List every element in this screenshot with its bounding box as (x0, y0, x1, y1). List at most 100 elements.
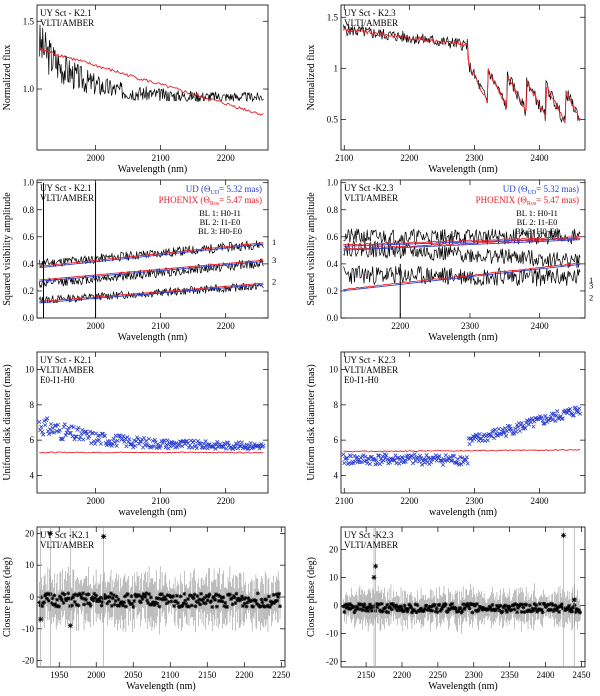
x-tick-label: 2250 (429, 670, 448, 680)
data-point (342, 610, 347, 615)
data-point (467, 606, 472, 611)
data-point (255, 591, 260, 596)
data-point (383, 605, 388, 610)
data-point (169, 599, 174, 604)
plot-frame (36, 351, 269, 494)
outlier-point (372, 563, 378, 569)
y-tick-label: 8 (30, 400, 35, 410)
data-point (473, 608, 478, 613)
chart-cp-k21: 1950 2000 2050 2100 2150 2200 2250 -20 -10 0 10 20 W… (2, 526, 291, 692)
data-point (533, 606, 538, 611)
data-point (72, 599, 77, 604)
data-point (477, 431, 482, 437)
data-point (353, 608, 358, 613)
data-point (72, 437, 77, 442)
legend-entry: UD (ΘUD= 5.32 mas) (186, 184, 262, 196)
data-point (261, 443, 266, 448)
data-point (87, 434, 92, 439)
data-point (59, 598, 64, 603)
data-point (149, 602, 154, 607)
data-point (520, 602, 525, 607)
data-point (554, 607, 559, 612)
data-point (521, 605, 526, 610)
curve-label: 3 (589, 281, 593, 291)
data-point (145, 443, 151, 448)
data-point (398, 459, 404, 464)
data-point (133, 443, 138, 448)
data-point (152, 437, 157, 442)
x-tick-label: 2150 (198, 670, 217, 680)
data-point (57, 428, 62, 433)
x-axis-label: Wavelength (nm) (118, 164, 187, 175)
data-point (116, 597, 121, 602)
data-point (166, 599, 171, 604)
data-point (571, 413, 576, 418)
panel-title: UY Sct -K2.3 (344, 530, 394, 540)
data-point (485, 438, 490, 443)
y-tick-label: -20 (22, 656, 34, 666)
data-point (136, 593, 141, 598)
data-point (176, 604, 181, 609)
data-point (77, 437, 82, 442)
data-point (82, 602, 87, 607)
data-point (367, 602, 372, 607)
y-tick-label: 0.6 (23, 232, 35, 242)
data-point (437, 602, 442, 607)
data-point (71, 593, 76, 598)
data-point (509, 607, 514, 612)
y-tick-label: 4 (30, 470, 35, 480)
data-point (191, 596, 196, 601)
data-point (493, 427, 498, 432)
data-point (476, 608, 481, 613)
data-point (376, 453, 382, 458)
data-point (37, 419, 42, 425)
series-line-1 (343, 240, 581, 269)
data-point (48, 591, 53, 596)
data-point (365, 606, 370, 611)
data-point (131, 604, 136, 609)
outlier-point (560, 532, 566, 538)
y-tick-label: 1.5 (23, 16, 35, 26)
data-point (455, 457, 460, 462)
data-point (542, 421, 547, 426)
y-tick-label: 0.0 (23, 313, 35, 323)
data-point (122, 439, 127, 444)
data-point (189, 603, 194, 608)
data-point (412, 452, 417, 457)
y-tick-label: 0.5 (327, 114, 339, 124)
data-point (430, 608, 435, 613)
data-point (405, 609, 410, 614)
data-point (531, 608, 536, 613)
series-line-8 (343, 262, 581, 290)
data-point (108, 591, 113, 596)
data-point (532, 601, 537, 606)
data-point (117, 603, 122, 608)
data-point (157, 445, 162, 451)
data-point (51, 602, 56, 607)
data-point (531, 424, 536, 429)
data-point (251, 445, 256, 450)
data-point (374, 601, 379, 606)
data-point (475, 435, 480, 440)
data-point (111, 593, 116, 598)
data-point (150, 438, 155, 443)
data-point (87, 601, 92, 606)
data-point (236, 596, 241, 601)
data-point (68, 431, 73, 436)
data-point (168, 444, 173, 449)
data-point (244, 604, 249, 609)
data-point (500, 609, 505, 614)
data-point (183, 598, 188, 603)
data-point (419, 606, 424, 611)
data-point (424, 453, 429, 458)
data-point (66, 425, 71, 430)
data-point (213, 597, 218, 602)
data-point (79, 594, 84, 599)
data-point (146, 600, 151, 605)
x-tick-label: 2100 (335, 153, 354, 163)
data-point (346, 604, 351, 609)
data-point (92, 591, 97, 596)
data-point (410, 608, 415, 613)
data-point (530, 606, 535, 611)
data-point (70, 595, 75, 600)
